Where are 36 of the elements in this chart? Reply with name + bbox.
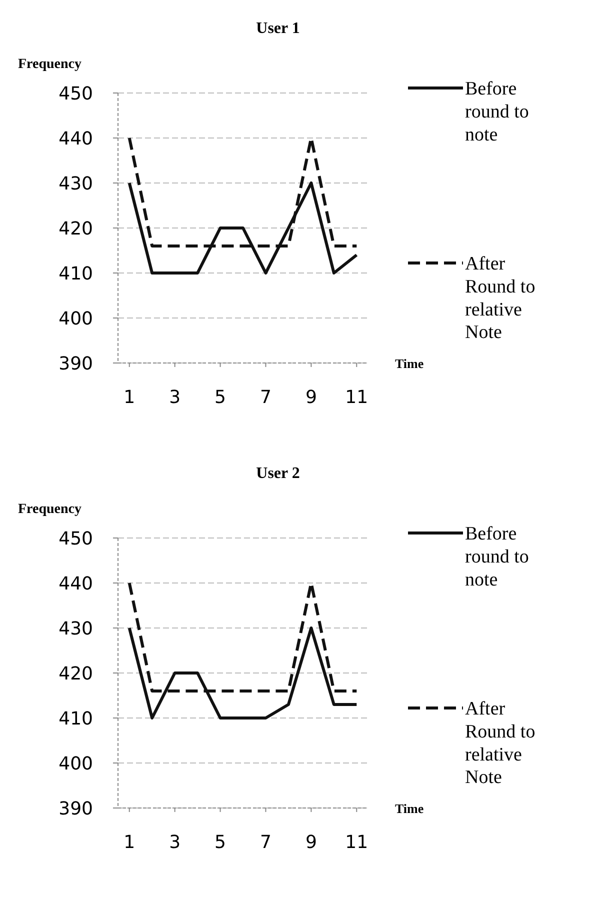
legend-label: After Round to relative Note [465,698,536,788]
legend-label: Before round to note [465,524,529,590]
y-axis-title: Frequency [18,57,82,72]
x-tick-label: 1 [124,387,136,408]
y-tick-label: 390 [58,353,93,374]
x-tick-label: 3 [169,832,181,853]
y-tick-label: 450 [58,83,93,104]
y-tick-label: 440 [58,128,93,150]
x-tick-label: 1 [124,832,136,853]
y-tick-label: 430 [58,173,93,194]
legend-label: After Round to relative Note [465,254,536,344]
x-tick-label: 11 [345,387,368,408]
x-tick-label: 9 [305,832,317,853]
x-axis-title: Time [395,356,424,371]
y-tick-label: 450 [58,528,93,550]
y-tick-label: 420 [58,218,93,240]
legend-label: Before round to note [465,78,529,146]
x-tick-label: 5 [214,832,226,853]
y-tick-label: 430 [58,618,93,640]
x-tick-label: 11 [345,832,368,853]
y-tick-label: 420 [58,663,93,684]
y-tick-label: 400 [58,308,93,330]
y-tick-label: 390 [58,798,93,820]
y-tick-label: 400 [58,753,93,774]
x-tick-label: 3 [169,387,181,408]
y-tick-label: 440 [58,573,93,594]
y-tick-label: 410 [58,263,93,284]
y-tick-label: 410 [58,708,93,730]
x-axis-title: Time [395,801,424,816]
x-tick-label: 7 [260,387,272,408]
x-tick-label: 9 [305,387,317,408]
x-tick-label: 7 [260,832,272,853]
x-tick-label: 5 [214,387,226,408]
chart-title: User 2 [256,465,300,482]
chart-title: User 1 [256,20,300,37]
y-axis-title: Frequency [18,502,82,517]
